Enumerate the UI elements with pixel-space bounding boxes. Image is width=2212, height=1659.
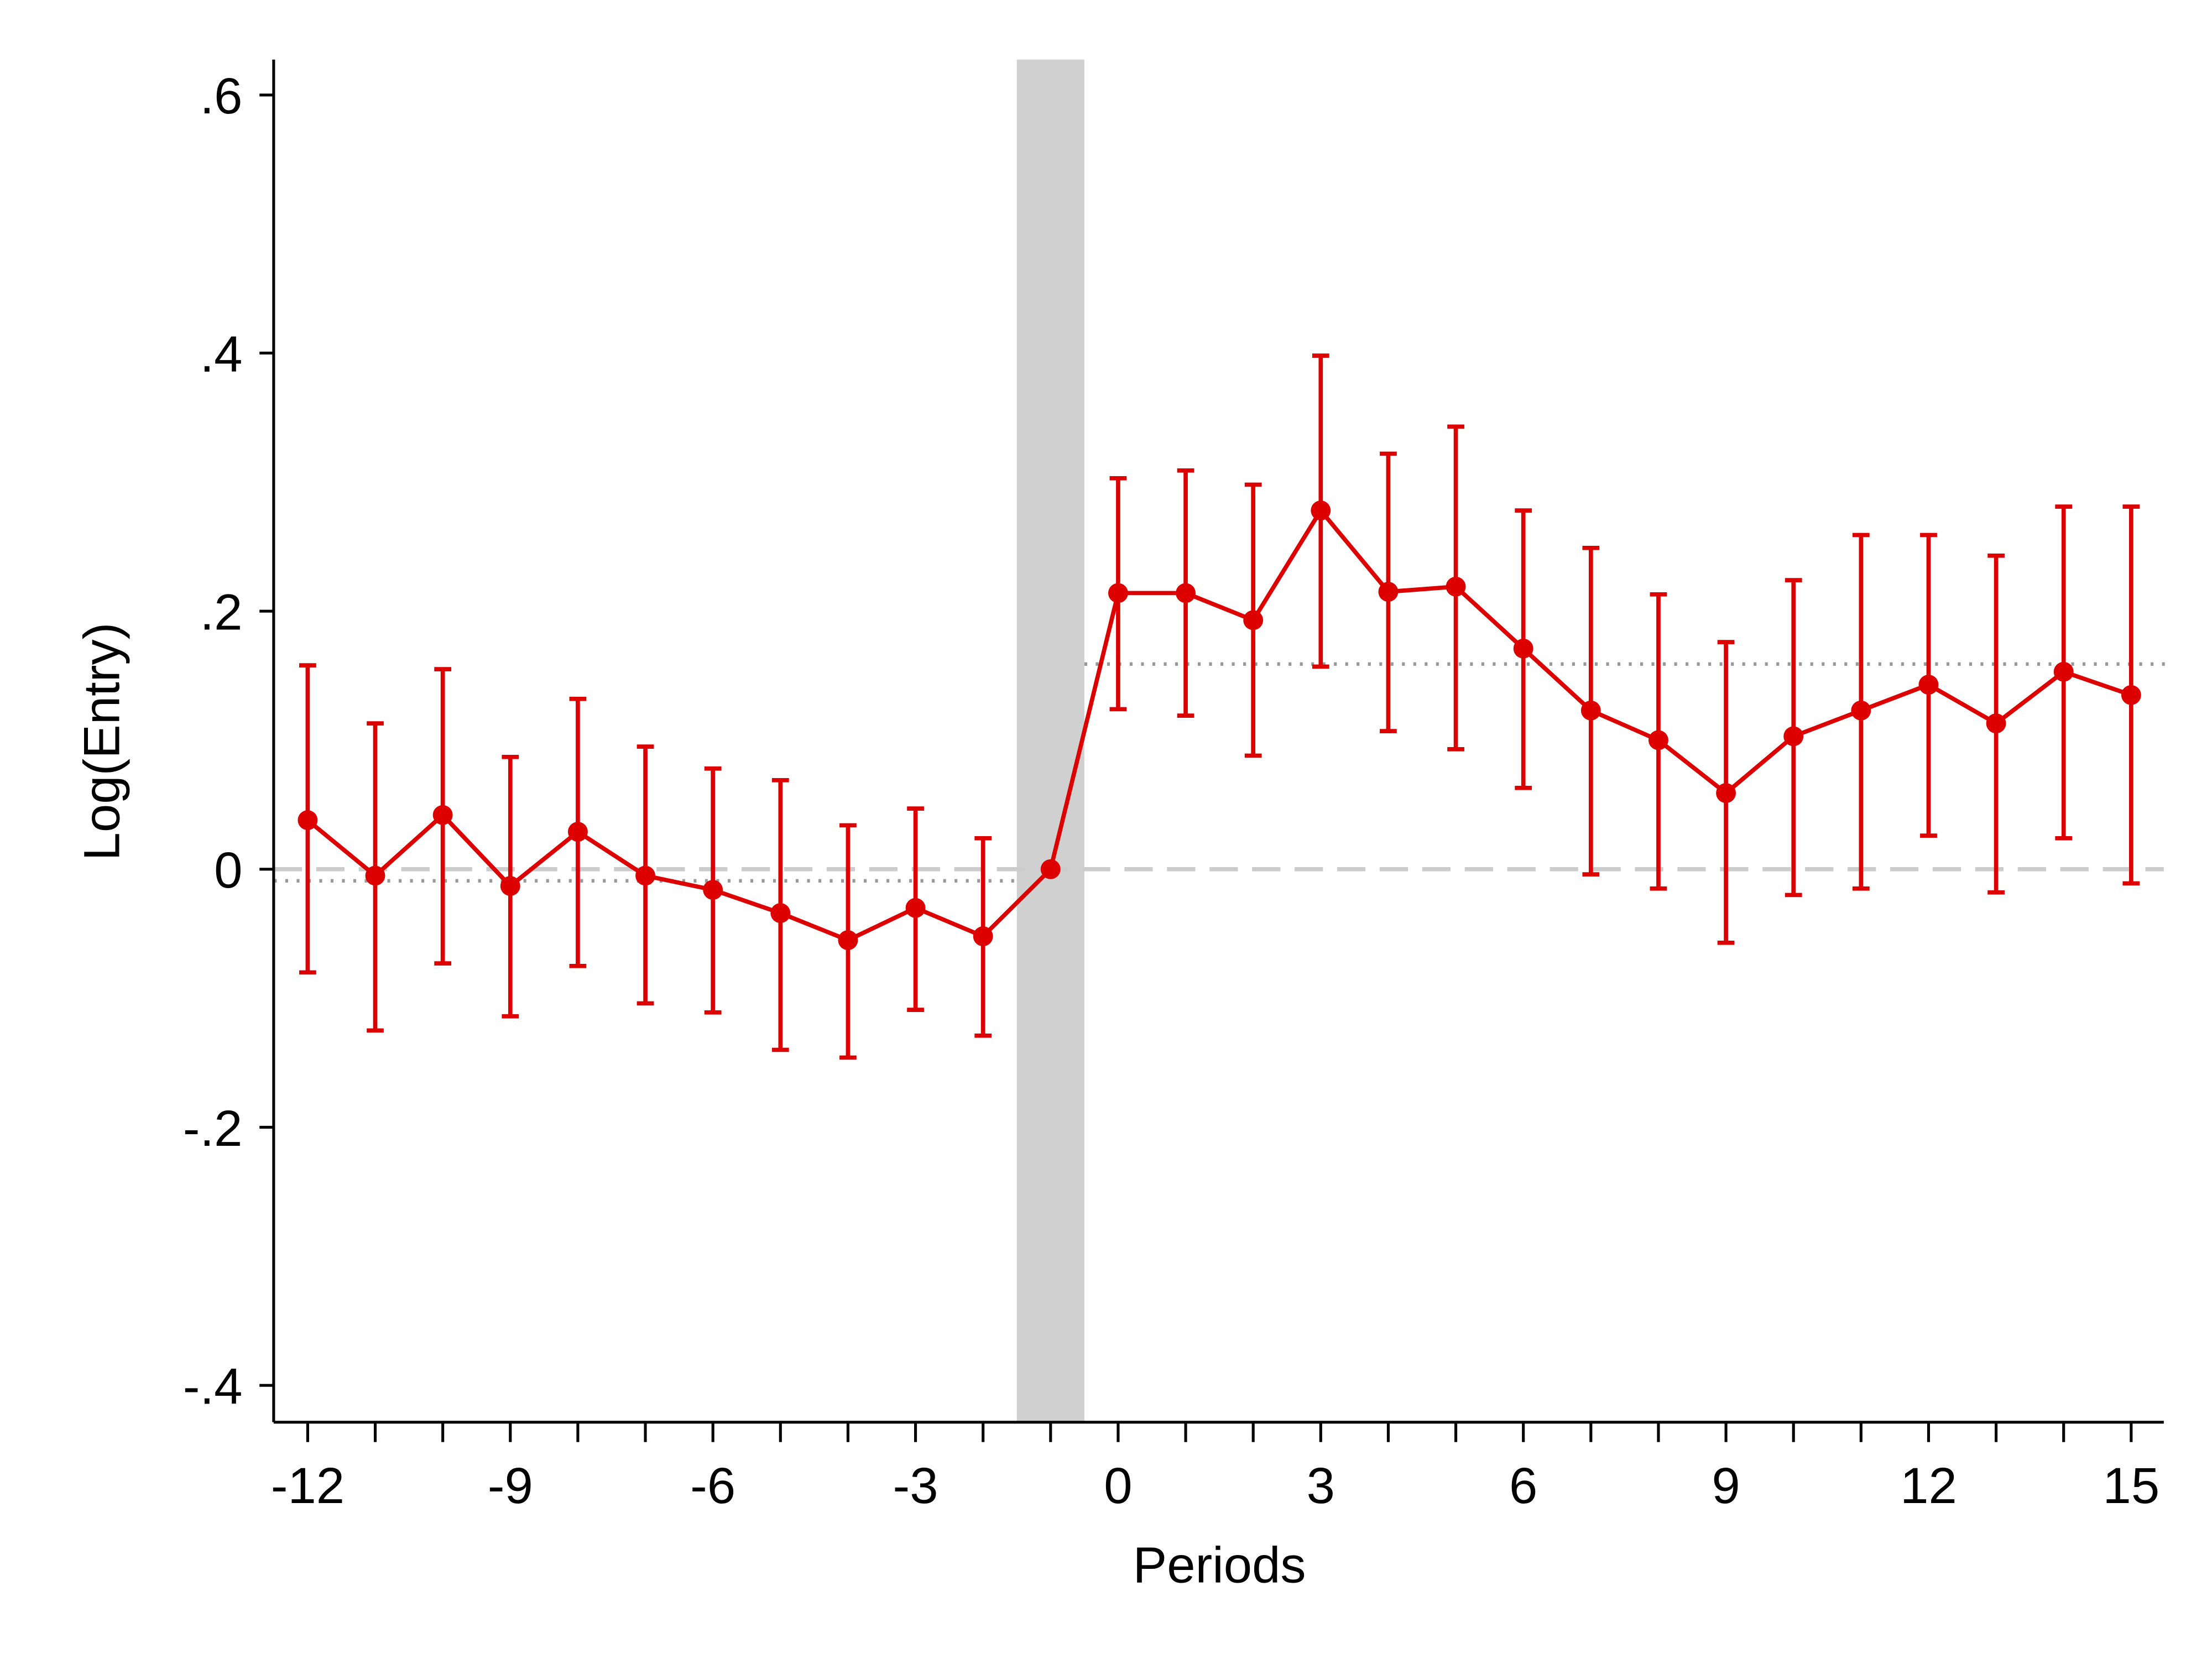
data-point xyxy=(905,898,926,918)
y-tick-label: -.4 xyxy=(183,1357,243,1415)
data-point xyxy=(703,880,723,900)
data-point xyxy=(2121,685,2141,705)
data-point xyxy=(2053,661,2074,682)
data-point xyxy=(1378,582,1399,602)
data-point xyxy=(838,930,858,951)
y-tick-label: -.2 xyxy=(183,1099,243,1157)
y-tick-label: 0 xyxy=(214,841,242,899)
y-tick-label: .2 xyxy=(200,583,242,640)
x-tick-label: 12 xyxy=(1900,1457,1957,1514)
y-axis-label: Log(Entry) xyxy=(72,623,130,861)
data-point xyxy=(500,876,520,896)
x-tick-label: -3 xyxy=(893,1457,938,1514)
x-tick-label: 15 xyxy=(2103,1457,2160,1514)
data-point xyxy=(365,865,385,886)
x-tick-label: 3 xyxy=(1307,1457,1335,1514)
shaded-region xyxy=(1016,59,1084,1422)
x-tick-label: 6 xyxy=(1509,1457,1537,1514)
x-tick-label: -9 xyxy=(488,1457,533,1514)
data-point xyxy=(973,926,993,947)
data-point xyxy=(1648,730,1668,750)
data-point xyxy=(1783,726,1804,747)
x-tick-label: 9 xyxy=(1712,1457,1740,1514)
x-tick-label: -12 xyxy=(271,1457,345,1514)
data-point xyxy=(635,865,655,886)
data-point xyxy=(1243,610,1264,630)
x-tick-label: 0 xyxy=(1104,1457,1132,1514)
data-point xyxy=(1176,583,1196,603)
data-point xyxy=(1311,500,1331,521)
data-point xyxy=(1716,783,1736,804)
data-point xyxy=(770,903,791,924)
x-tick-label: -6 xyxy=(690,1457,735,1514)
data-point xyxy=(1851,700,1871,721)
x-axis-label: Periods xyxy=(1133,1536,1306,1594)
y-tick-label: .4 xyxy=(200,325,242,383)
data-point xyxy=(432,805,453,825)
y-tick-label: .6 xyxy=(200,67,242,124)
data-point xyxy=(1108,583,1128,603)
data-point xyxy=(1513,638,1533,659)
data-point xyxy=(1446,576,1466,597)
series-line xyxy=(306,507,2132,943)
data-point xyxy=(1580,700,1601,721)
data-point xyxy=(1918,675,1939,695)
data-point xyxy=(298,810,318,831)
data-point xyxy=(1040,859,1061,879)
data-point xyxy=(567,822,588,842)
data-point xyxy=(1986,713,2006,734)
